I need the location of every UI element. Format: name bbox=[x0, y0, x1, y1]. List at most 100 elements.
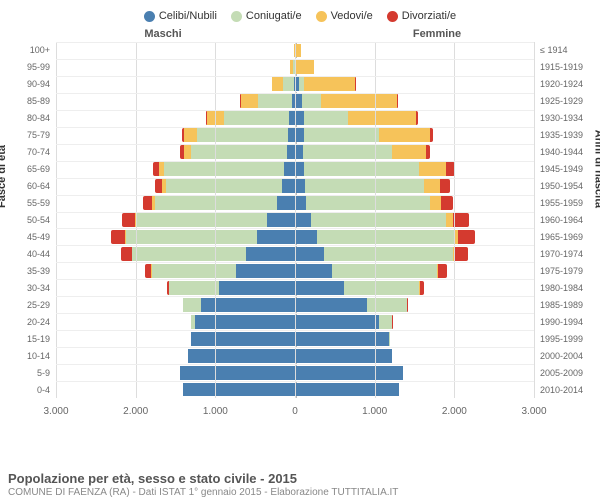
y-label-age: 10-14 bbox=[6, 347, 54, 364]
gridline-horizontal bbox=[56, 347, 534, 348]
male-bar bbox=[56, 93, 295, 110]
female-bar bbox=[295, 313, 534, 330]
seg-con bbox=[166, 179, 282, 193]
seg-div bbox=[441, 196, 454, 210]
legend: Celibi/Nubili Coniugati/e Vedovi/e Divorzia… bbox=[6, 10, 594, 22]
seg-div bbox=[143, 196, 153, 210]
male-bar bbox=[56, 296, 295, 313]
seg-div bbox=[426, 145, 431, 159]
seg-div bbox=[438, 264, 447, 278]
seg-con bbox=[344, 281, 419, 295]
gridline-horizontal bbox=[56, 364, 534, 365]
gridline-vertical bbox=[136, 42, 137, 398]
seg-con bbox=[311, 213, 446, 227]
male-bar bbox=[56, 313, 295, 330]
seg-con bbox=[304, 162, 420, 176]
y-label-birth: 1945-1949 bbox=[536, 161, 594, 178]
header-female: Femmine bbox=[300, 28, 594, 40]
seg-cel bbox=[277, 196, 295, 210]
seg-cel bbox=[282, 179, 295, 193]
seg-cel bbox=[295, 247, 324, 261]
legend-label: Celibi/Nubili bbox=[159, 10, 217, 22]
male-bar bbox=[56, 279, 295, 296]
y-label-birth: 1950-1954 bbox=[536, 178, 594, 195]
legend-label: Vedovi/e bbox=[331, 10, 373, 22]
y-label-age: 100+ bbox=[6, 42, 54, 59]
seg-cel bbox=[288, 128, 295, 142]
seg-con bbox=[306, 196, 430, 210]
female-bar bbox=[295, 178, 534, 195]
seg-cel bbox=[295, 383, 399, 397]
seg-cel bbox=[191, 332, 295, 346]
y-label-age: 5-9 bbox=[6, 364, 54, 381]
male-bar bbox=[56, 228, 295, 245]
y-label-age: 60-64 bbox=[6, 178, 54, 195]
seg-cel bbox=[295, 281, 344, 295]
seg-con bbox=[258, 94, 292, 108]
y-axis-left: 100+95-9990-9485-8980-8475-7970-7465-696… bbox=[6, 42, 54, 398]
y-label-birth: 2005-2009 bbox=[536, 364, 594, 381]
legend-label: Coniugati/e bbox=[246, 10, 302, 22]
seg-con bbox=[332, 264, 437, 278]
gridline-horizontal bbox=[56, 296, 534, 297]
seg-cel bbox=[195, 315, 295, 329]
y-label-birth: 1975-1979 bbox=[536, 262, 594, 279]
gridline-horizontal bbox=[56, 330, 534, 331]
male-bar bbox=[56, 195, 295, 212]
legend-label: Divorziati/e bbox=[402, 10, 456, 22]
x-tick-label: 2.000 bbox=[123, 406, 148, 417]
male-bar bbox=[56, 110, 295, 127]
seg-ved bbox=[304, 77, 355, 91]
y-label-birth: 1955-1959 bbox=[536, 195, 594, 212]
male-bar bbox=[56, 262, 295, 279]
female-bar bbox=[295, 228, 534, 245]
gridline-horizontal bbox=[56, 195, 534, 196]
female-bar bbox=[295, 245, 534, 262]
male-bar bbox=[56, 381, 295, 398]
seg-cel bbox=[219, 281, 295, 295]
seg-con bbox=[152, 264, 236, 278]
seg-con bbox=[367, 298, 407, 312]
female-bar bbox=[295, 212, 534, 229]
seg-ved bbox=[446, 213, 452, 227]
gridline-horizontal bbox=[56, 93, 534, 94]
y-label-age: 55-59 bbox=[6, 195, 54, 212]
seg-con bbox=[305, 179, 425, 193]
female-bar bbox=[295, 296, 534, 313]
seg-con bbox=[283, 77, 294, 91]
seg-cel bbox=[295, 162, 304, 176]
seg-con bbox=[324, 247, 453, 261]
seg-cel bbox=[295, 196, 306, 210]
seg-con bbox=[317, 230, 454, 244]
seg-con bbox=[379, 315, 392, 329]
female-bar bbox=[295, 127, 534, 144]
chart-title: Popolazione per età, sesso e stato civil… bbox=[8, 471, 592, 486]
x-tick-label: 2.000 bbox=[442, 406, 467, 417]
seg-cel bbox=[180, 366, 295, 380]
gender-headers: Maschi Femmine bbox=[6, 28, 594, 40]
seg-cel bbox=[295, 111, 304, 125]
seg-div bbox=[416, 111, 418, 125]
gridline-horizontal bbox=[56, 144, 534, 145]
male-bar bbox=[56, 212, 295, 229]
female-bar bbox=[295, 381, 534, 398]
seg-cel bbox=[295, 94, 302, 108]
seg-div bbox=[407, 298, 409, 312]
female-bar bbox=[295, 110, 534, 127]
y-label-age: 80-84 bbox=[6, 110, 54, 127]
y-label-age: 70-74 bbox=[6, 144, 54, 161]
female-bar bbox=[295, 76, 534, 93]
seg-ved bbox=[424, 179, 440, 193]
gridline-vertical bbox=[215, 42, 216, 398]
male-bar bbox=[56, 364, 295, 381]
y-label-birth: 1925-1929 bbox=[536, 93, 594, 110]
y-label-birth: 1985-1989 bbox=[536, 296, 594, 313]
seg-con bbox=[303, 145, 392, 159]
seg-ved bbox=[321, 94, 397, 108]
seg-con bbox=[183, 298, 201, 312]
seg-div bbox=[455, 247, 468, 261]
male-bar bbox=[56, 42, 295, 59]
gridline-vertical bbox=[454, 42, 455, 398]
male-bar bbox=[56, 347, 295, 364]
seg-ved bbox=[430, 196, 440, 210]
